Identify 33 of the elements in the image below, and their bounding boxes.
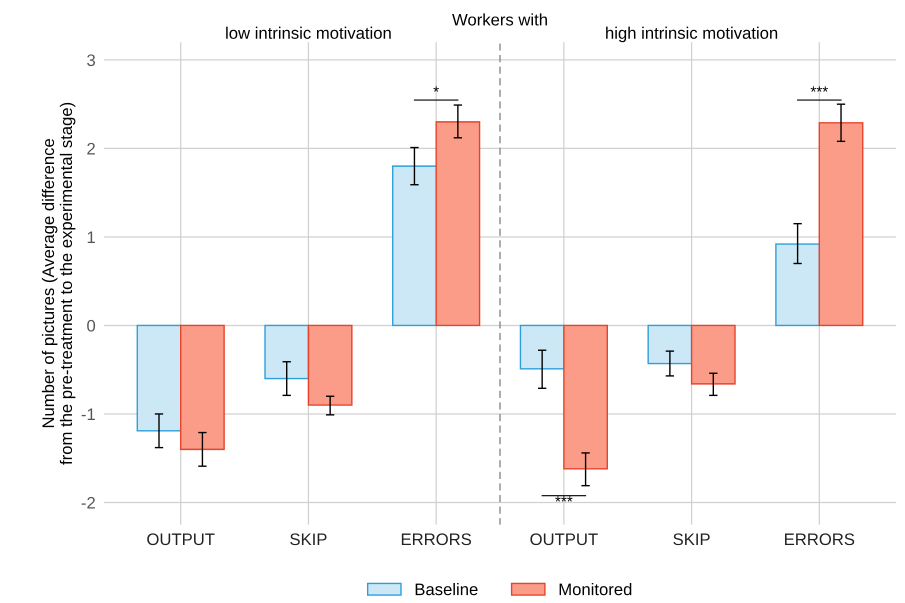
bar: [308, 324, 353, 406]
y-tick-label: -2: [82, 496, 95, 509]
bar: [563, 324, 608, 470]
bar: [136, 324, 182, 432]
x-tick-label: SKIP: [290, 533, 327, 546]
y-tick-label: 0: [87, 320, 96, 332]
x-tick-label: ERRORS: [402, 533, 472, 546]
y-tick-label: -1: [82, 408, 95, 420]
y-tick-label: 3: [87, 54, 96, 66]
annotation: ***: [810, 86, 828, 92]
annotation: *: [433, 86, 439, 92]
x-tick-label: OUTPUT: [530, 533, 598, 546]
bar: [520, 324, 565, 370]
y-axis-title: Number of pictures (Average difference from the pre-treatment to the experimental stage): [42, 102, 76, 465]
x-tick-label: OUTPUT: [147, 533, 215, 546]
bar: [690, 324, 736, 385]
y-tick-label: 2: [87, 142, 95, 154]
text: low intrinsic motivation: [226, 26, 391, 39]
bar: [180, 324, 225, 450]
bar: [647, 324, 692, 364]
x-tick-label: ERRORS: [785, 533, 854, 546]
y-tick-label: 1: [88, 232, 95, 243]
chart-title: Workers with: [452, 13, 547, 26]
bar: [264, 324, 310, 380]
bar: [435, 121, 480, 326]
bar: [818, 122, 864, 326]
bar: [392, 165, 437, 326]
legend-label: Baseline: [416, 583, 478, 596]
legend-label: Monitored: [560, 583, 632, 596]
annotation: ***: [555, 496, 573, 502]
text: high intrinsic motivation: [606, 26, 778, 42]
x-tick-label: SKIP: [673, 533, 710, 546]
bar: [775, 243, 820, 326]
